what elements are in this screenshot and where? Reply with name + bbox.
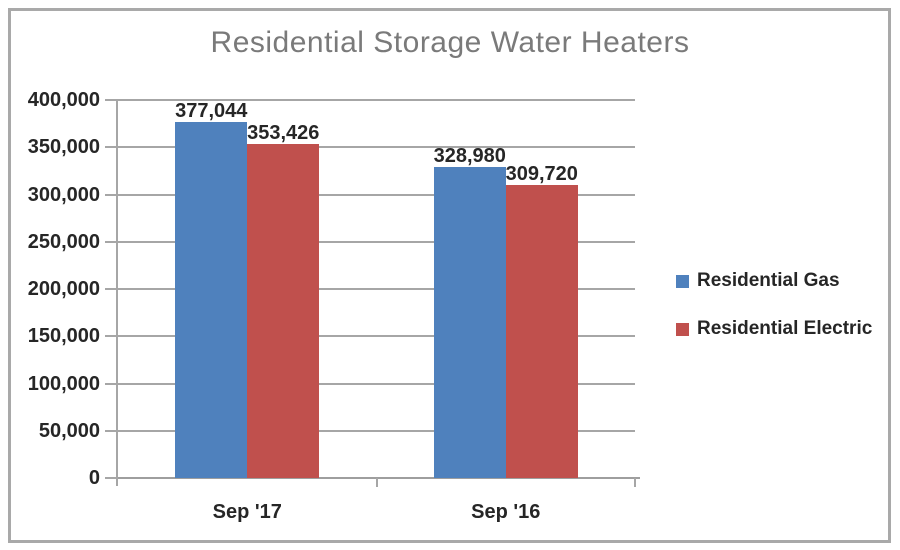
y-axis-tick-label: 350,000 xyxy=(27,136,100,159)
legend-series-label: Residential Gas xyxy=(697,270,840,291)
y-axis-tick-label: 200,000 xyxy=(27,278,100,300)
axis-tick xyxy=(105,477,118,479)
gridline xyxy=(105,382,635,385)
gridline xyxy=(105,193,635,196)
bar-data-label: 309,720 xyxy=(505,163,578,186)
gridline xyxy=(105,429,635,432)
y-axis-tick-label: 300,000 xyxy=(27,183,100,206)
bar-data-label: 353,426 xyxy=(247,122,320,144)
plot-area: 377,044 353,426 328,980 309,720 xyxy=(105,99,636,487)
y-axis-tick-label: 400,000 xyxy=(27,89,100,111)
category-label: Sep '17 xyxy=(212,501,282,523)
gridline xyxy=(105,99,635,101)
y-axis-tick-label: 250,000 xyxy=(27,230,100,253)
y-axis-tick-label: 150,000 xyxy=(27,325,100,348)
bar xyxy=(433,167,506,478)
gridline xyxy=(105,335,635,338)
x-axis-tick xyxy=(634,478,636,487)
bar xyxy=(175,121,248,478)
bar xyxy=(505,185,578,478)
gridline xyxy=(105,288,635,290)
legend-item: Residential Electric xyxy=(676,318,872,340)
bar-data-label: 377,044 xyxy=(175,99,248,122)
x-axis-tick xyxy=(375,478,378,487)
legend: Residential Gas Residential Electric xyxy=(676,270,872,366)
gridline xyxy=(105,240,635,243)
gridline xyxy=(105,146,635,149)
chart-title: Residential Storage Water Heaters xyxy=(210,26,690,59)
bar-data-label: 328,980 xyxy=(433,145,506,168)
legend-item: Residential Gas xyxy=(676,270,872,292)
category-label: Sep '16 xyxy=(471,501,541,523)
bar xyxy=(247,144,320,478)
y-axis-tick-label: 0 xyxy=(88,467,100,489)
legend-series-label: Residential Electric xyxy=(697,318,873,339)
x-axis-line xyxy=(105,477,640,479)
legend-marker-icon xyxy=(676,322,689,336)
y-axis-line xyxy=(116,100,118,486)
legend-marker-icon xyxy=(676,274,689,288)
y-axis-tick-label: 100,000 xyxy=(27,372,100,395)
y-axis-tick-label: 50,000 xyxy=(38,419,100,442)
